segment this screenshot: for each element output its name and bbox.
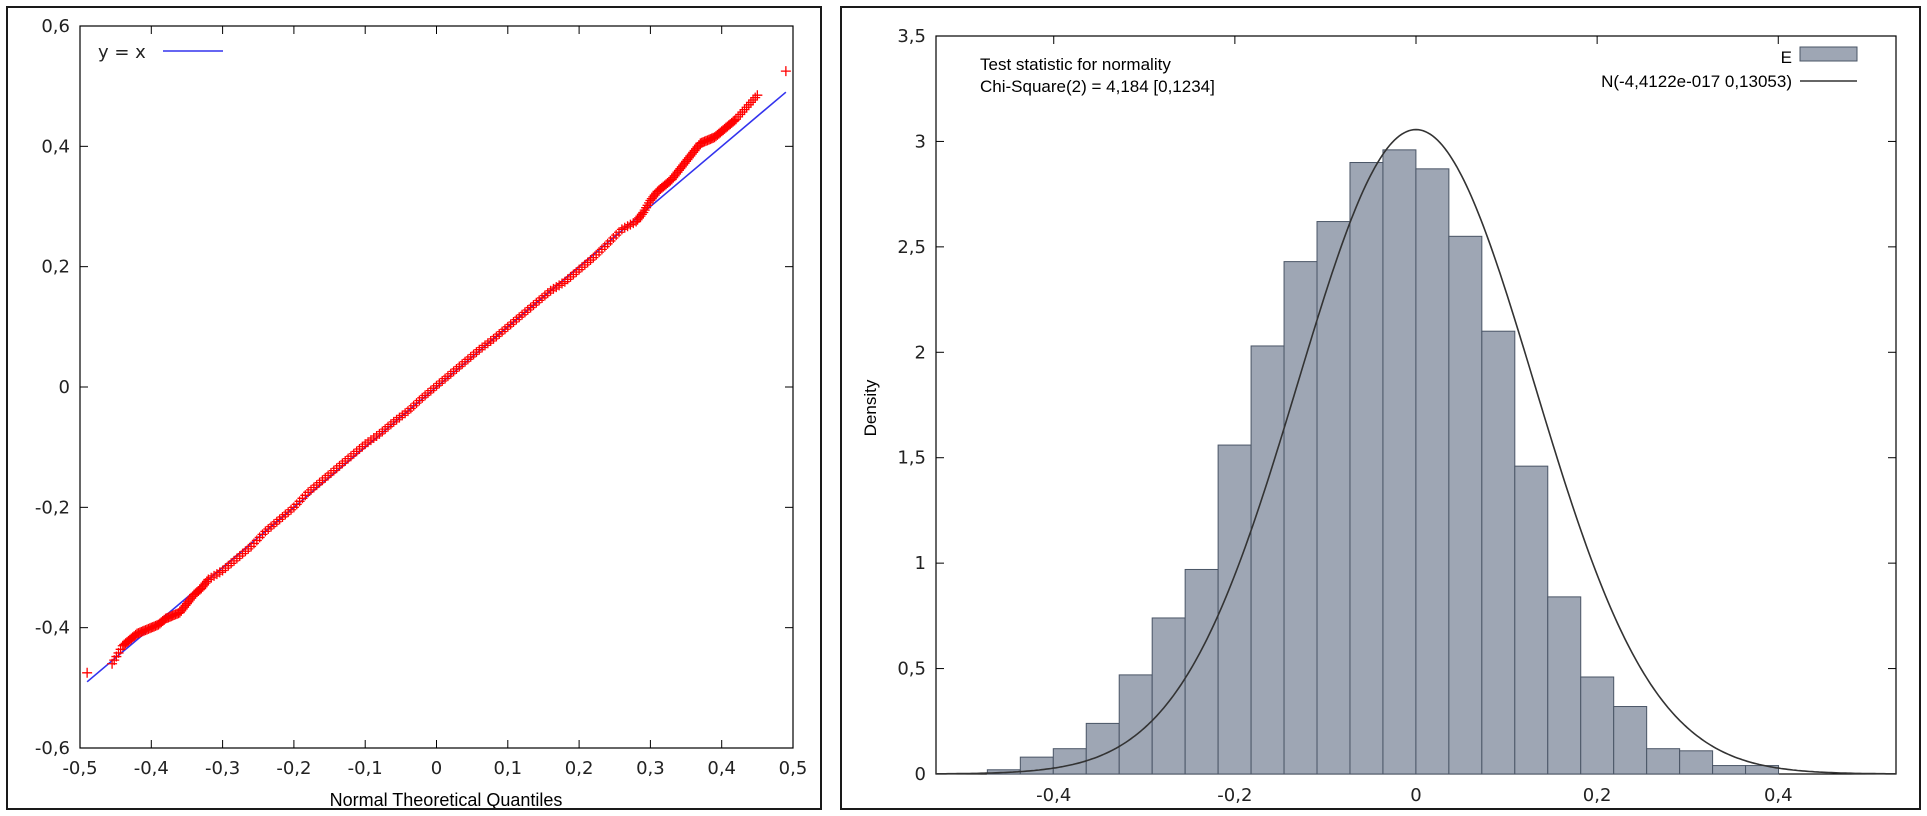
hist-y-tick-label: 0: [915, 764, 926, 785]
normal-curve: [936, 128, 1896, 775]
histogram-bar: [1547, 596, 1582, 775]
hist-x-tick-label: -0,2: [1217, 785, 1252, 806]
histogram-bar: [1382, 149, 1417, 775]
hist-x-tick-label: 0,2: [1583, 785, 1612, 806]
qq-point: [739, 104, 750, 115]
histogram-bar: [1712, 765, 1747, 775]
hist-y-tick-label: 2: [915, 342, 926, 363]
qq-point: [743, 99, 754, 110]
qq-x-tick-label: 0,4: [707, 758, 736, 779]
qq-x-tick-label: 0,3: [636, 758, 665, 779]
qq-point: [741, 102, 752, 113]
qq-y-tick-label: -0,2: [35, 497, 70, 518]
qq-x-axis-label: Normal Theoretical Quantiles: [330, 790, 563, 808]
hist-y-tick-label: 2,5: [897, 237, 926, 258]
qq-plot: -0,5 -0,4 -0,3 -0,2 -0,1 0 0,1 0,2 0,3 0,4 0,5 -0,6…: [35, 16, 807, 808]
qq-y-tick-label: -0,6: [35, 738, 70, 759]
histogram-bar: [1184, 568, 1219, 775]
histogram-bars: [986, 149, 1780, 775]
qq-point: [737, 107, 748, 118]
histogram-legend: E N(-4,4122e-017 0,13053): [1601, 46, 1858, 91]
hist-x-tick-label: -0,4: [1036, 785, 1071, 806]
qq-point: [750, 92, 761, 103]
qq-point: [735, 109, 746, 120]
hist-y-tick-label: 1,5: [897, 448, 926, 469]
qq-point: [745, 97, 756, 108]
legend-label-normal: N(-4,4122e-017 0,13053): [1601, 72, 1792, 91]
normality-test-statistic: Chi-Square(2) = 4,184 [0,1234]: [980, 77, 1215, 96]
hist-y-tick-label: 3: [915, 131, 926, 152]
qq-points: [82, 66, 791, 683]
qq-y-tick-label: 0,4: [41, 136, 70, 157]
qq-point: [752, 90, 763, 101]
qq-point: [748, 95, 759, 106]
histogram-bar: [1481, 330, 1516, 775]
histogram-bar: [1415, 168, 1450, 775]
hist-x-tick-label: 0: [1410, 785, 1421, 806]
histogram-bar: [1448, 235, 1483, 775]
qq-y-tick-label: 0,6: [41, 16, 70, 37]
hist-y-tick-label: 1: [915, 553, 926, 574]
histogram-bar: [1118, 674, 1153, 775]
qq-plot-panel: -0,5 -0,4 -0,3 -0,2 -0,1 0 0,1 0,2 0,3 0,4 0,5 -0,6…: [6, 6, 822, 810]
qq-x-tick-label: -0,1: [348, 758, 383, 779]
legend-label-e: E: [1781, 48, 1792, 67]
histogram-bar: [1316, 221, 1351, 775]
qq-y-tick-label: -0,4: [35, 618, 70, 639]
qq-x-tick-label: 0,5: [779, 758, 808, 779]
qq-point: [780, 66, 791, 77]
qq-point: [730, 114, 741, 125]
qq-point: [733, 111, 744, 122]
qq-x-tick-label: -0,3: [205, 758, 240, 779]
histogram-bar: [1613, 706, 1648, 775]
hist-y-tick-label: 0,5: [897, 659, 926, 680]
qq-x-tick-label: -0,4: [134, 758, 169, 779]
legend-label-y-equals-x: y = x: [98, 42, 146, 63]
qq-x-tick-label: 0,2: [565, 758, 594, 779]
hist-y-tick-label: 3,5: [897, 26, 926, 47]
histogram-y-axis-label: Density: [861, 379, 880, 436]
legend-swatch-e: [1799, 46, 1858, 62]
histogram-bar: [1580, 676, 1615, 775]
qq-axes: -0,5 -0,4 -0,3 -0,2 -0,1 0 0,1 0,2 0,3 0,4 0,5 -0,6…: [35, 16, 807, 779]
histogram-bar: [1349, 162, 1384, 775]
histogram-bar: [1217, 444, 1252, 775]
histogram-bar: [1151, 617, 1186, 775]
qq-x-tick-label: 0,1: [493, 758, 522, 779]
qq-point: [82, 667, 93, 678]
qq-legend: y = x: [98, 42, 223, 63]
histogram-bar: [1052, 748, 1087, 775]
histogram-bar: [1514, 465, 1549, 775]
histogram-bar: [1646, 748, 1681, 775]
histogram: -0,4 -0,2 0 0,2 0,4 0 0,5 1 1,5 2 2,5 3 3,5 Test sta…: [861, 26, 1897, 806]
hist-x-tick-label: 0,4: [1764, 785, 1793, 806]
qq-x-tick-label: -0,5: [62, 758, 97, 779]
normality-test-title: Test statistic for normality: [980, 55, 1171, 74]
qq-y-tick-label: 0,2: [41, 257, 70, 278]
qq-x-tick-label: -0,2: [276, 758, 311, 779]
normal-density-curve: [936, 128, 1896, 775]
qq-x-tick-label: 0: [431, 758, 442, 779]
histogram-bar: [1250, 345, 1285, 775]
histogram-bar: [1679, 750, 1714, 775]
histogram-panel: -0,4 -0,2 0 0,2 0,4 0 0,5 1 1,5 2 2,5 3 3,5 Test sta…: [840, 6, 1921, 810]
qq-y-tick-label: 0: [59, 377, 70, 398]
